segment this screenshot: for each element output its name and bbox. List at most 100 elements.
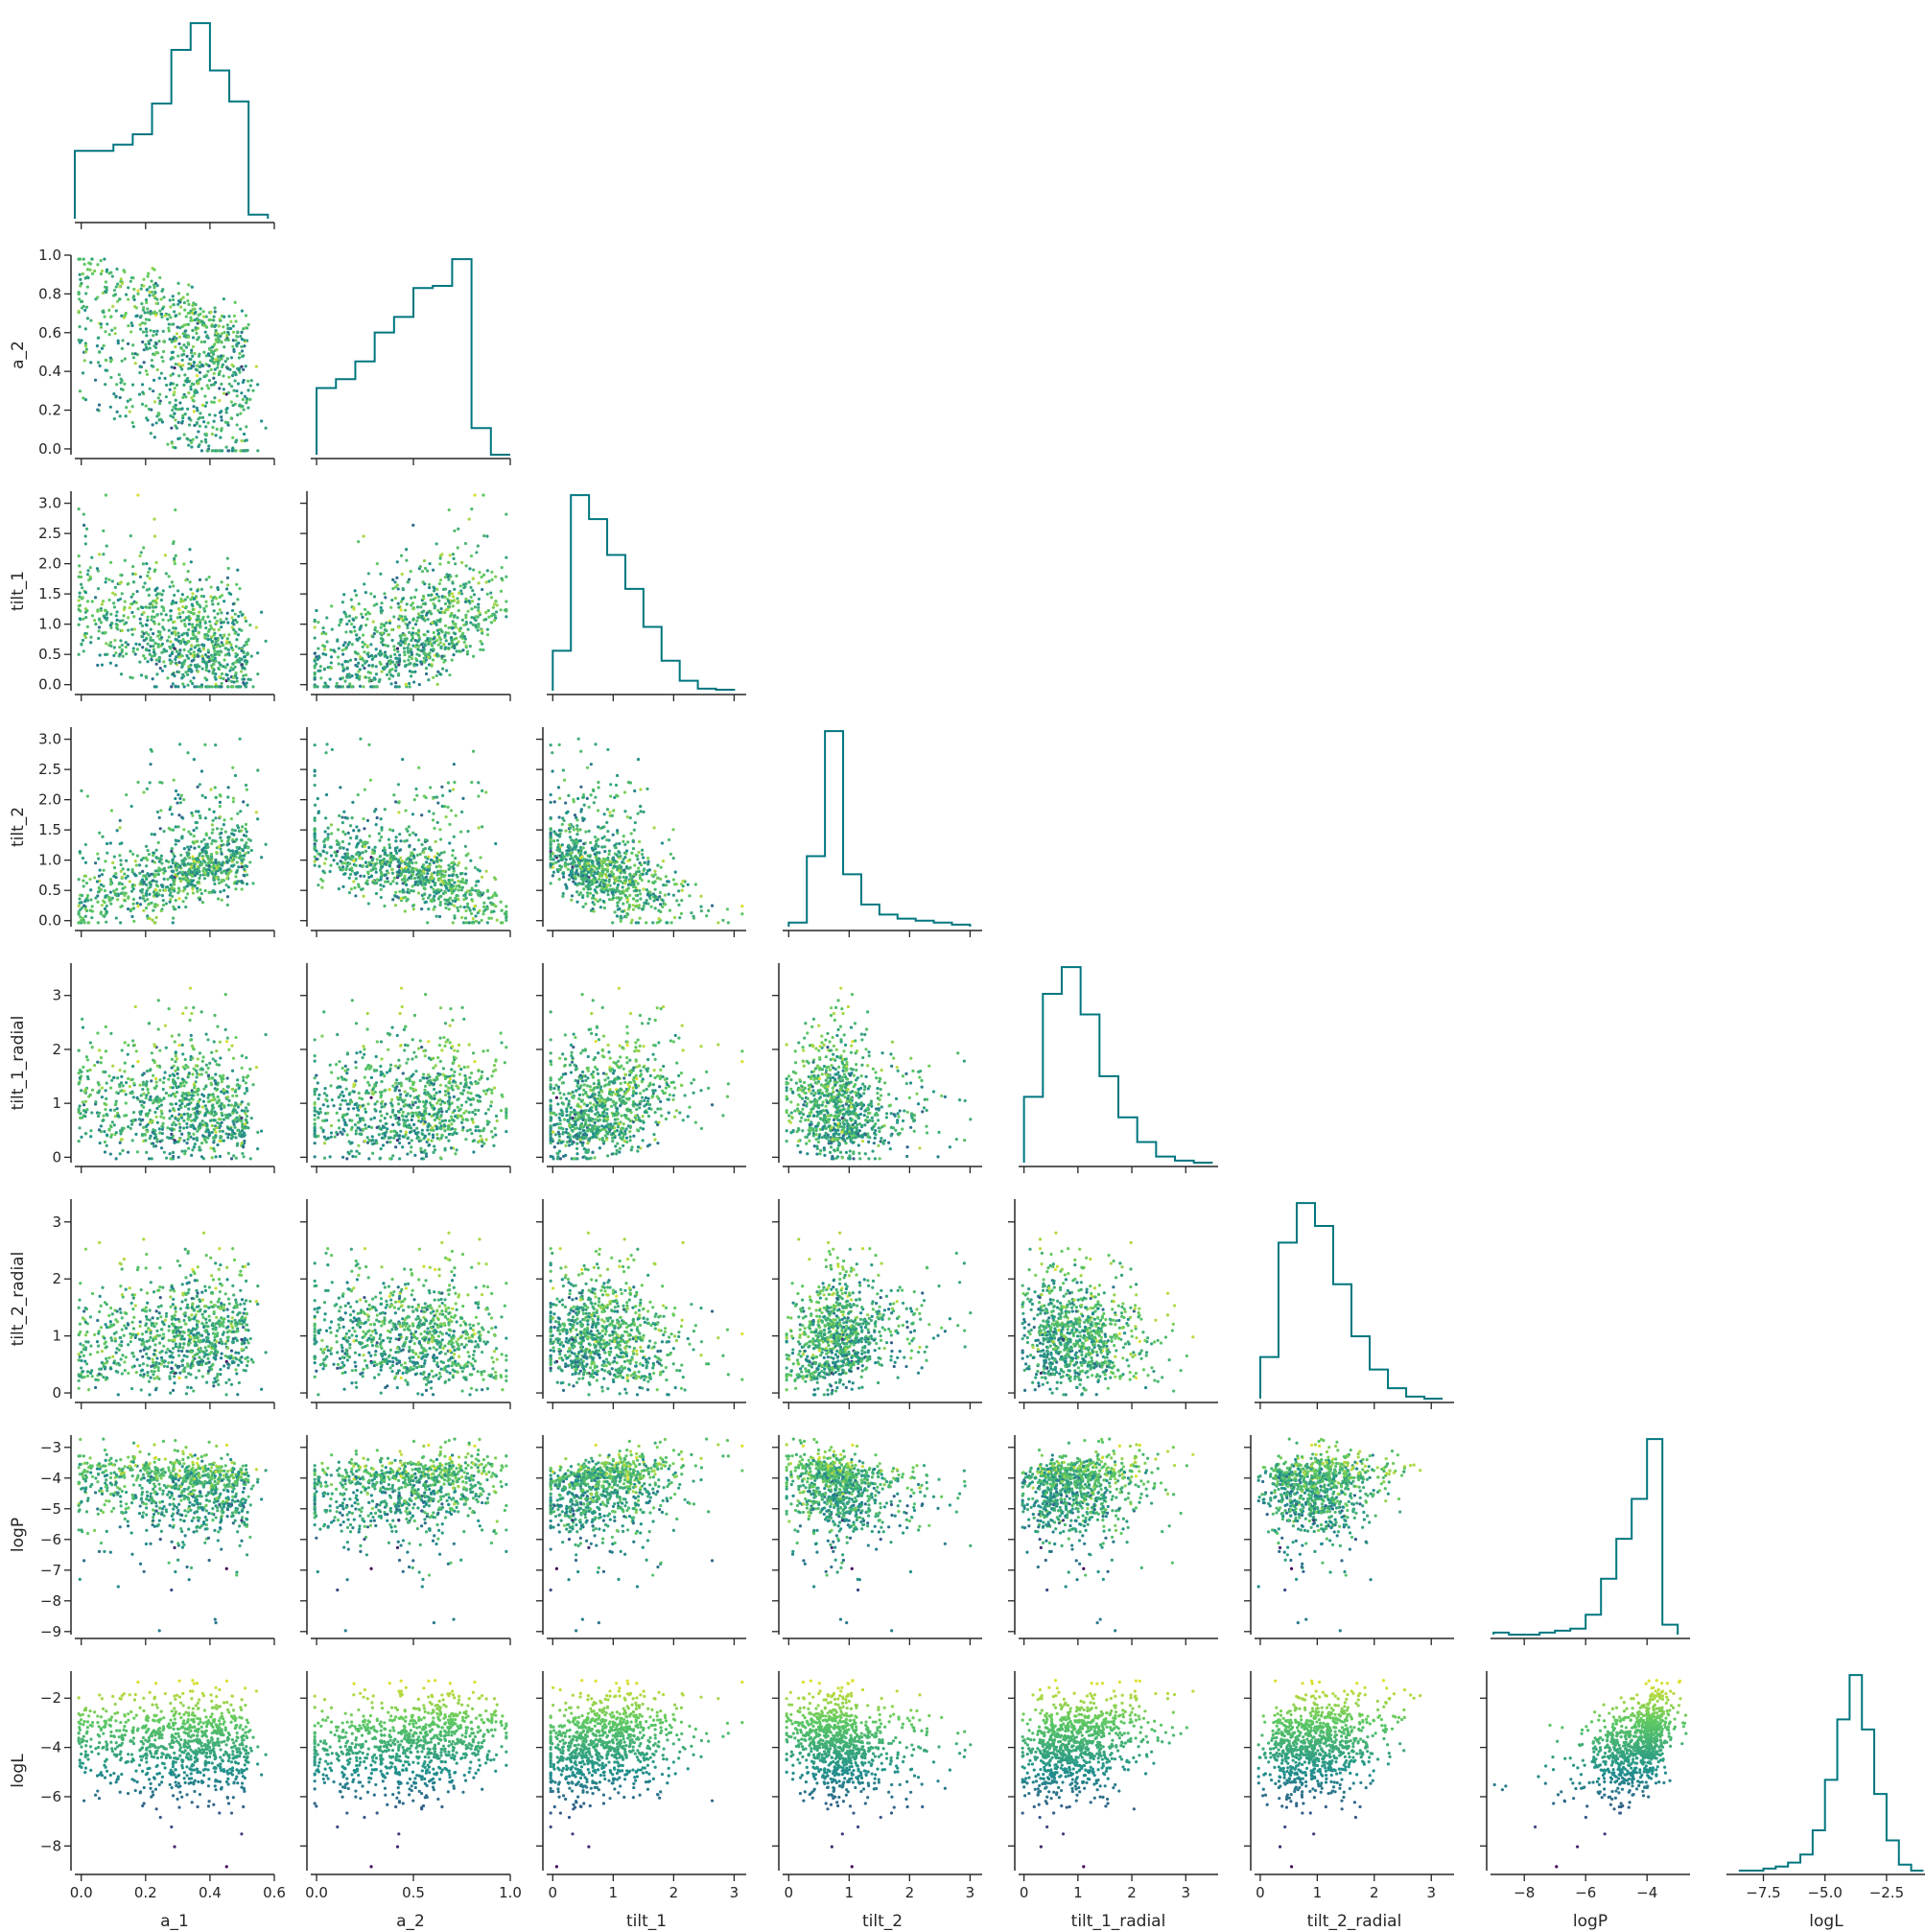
scatter-point [179,801,182,804]
scatter-point [242,674,245,677]
scatter-point [174,658,176,661]
scatter-point [186,596,189,599]
scatter-point [125,652,128,655]
scatter-point [412,848,415,851]
scatter-point [238,356,241,359]
scatter-point [87,921,90,924]
scatter-point [129,534,132,537]
scatter-point [215,851,218,854]
scatter-point [248,398,251,401]
scatter-point [315,655,317,658]
scatter-point [397,811,400,813]
scatter-point [211,600,214,602]
scatter-point [632,904,635,907]
y-tick-label: 0.5 [38,882,61,899]
scatter-point [156,904,159,907]
scatter-point [215,796,218,799]
scatter-point [191,814,194,817]
scatter-point [201,365,204,367]
scatter-point [130,915,133,918]
scatter-point [429,894,432,897]
scatter-panel-tilt_2-vs-a_1 [78,738,268,925]
scatter-point [394,685,397,688]
scatter-point [191,355,194,358]
scatter-point [191,592,194,595]
scatter-point [381,631,384,634]
scatter-point [169,374,172,377]
scatter-point [562,892,565,895]
scatter-point [139,622,142,624]
scatter-point [88,269,91,271]
scatter-point [161,670,164,672]
scatter-point [338,841,340,844]
scatter-point [84,542,87,545]
scatter-point [154,601,157,604]
scatter-point [182,660,185,663]
scatter-point [131,405,134,408]
scatter-point [380,817,383,820]
scatter-point [241,349,244,352]
scatter-point [170,382,173,385]
scatter-point [191,304,194,307]
scatter-point [181,420,184,423]
scatter-point [181,414,184,417]
scatter-point [141,403,144,406]
scatter-point [245,620,247,623]
scatter-point [154,351,157,354]
scatter-point [80,643,82,646]
scatter-point [206,615,209,618]
scatter-point [182,323,185,326]
scatter-point [236,413,239,416]
scatter-point [505,576,507,578]
scatter-point [500,921,503,924]
scatter-point [175,789,177,792]
scatter-point [355,853,358,856]
scatter-point [227,391,230,394]
scatter-point [196,786,199,789]
scatter-point [109,641,112,644]
scatter-point [380,606,383,609]
scatter-point [140,859,143,861]
scatter-point [176,825,179,828]
scatter-point [223,388,225,390]
scatter-point [192,891,195,894]
scatter-point [191,682,194,685]
scatter-point [190,671,193,673]
scatter-point [500,608,503,611]
scatter-point [487,897,490,900]
scatter-point [127,400,129,403]
scatter-point [208,348,211,351]
scatter-point [455,625,458,628]
scatter-point [205,604,208,607]
scatter-point [412,889,415,892]
scatter-point [404,634,407,637]
scatter-point [240,649,243,652]
scatter-point [432,676,434,679]
scatter-point [348,615,351,618]
scatter-point [482,902,485,905]
scatter-point [206,638,209,641]
scatter-point [451,592,454,595]
scatter-point [105,368,107,371]
scatter-point [325,851,328,854]
scatter-point [348,842,351,845]
scatter-point [403,660,406,663]
scatter-point [173,883,176,885]
scatter-point [172,858,175,860]
scatter-point [182,349,185,352]
scatter-point [250,655,253,658]
scatter-point [207,421,210,424]
scatter-point [150,628,153,631]
scatter-point [146,859,149,861]
scatter-point [129,280,132,283]
scatter-point [707,909,710,912]
scatter-point [124,899,127,902]
scatter-point [474,618,477,621]
scatter-point [422,580,425,583]
scatter-point [173,393,176,396]
scatter-point [193,653,196,656]
scatter-point [156,368,159,371]
scatter-point [552,874,554,877]
scatter-point [172,916,175,919]
scatter-point [235,870,238,873]
